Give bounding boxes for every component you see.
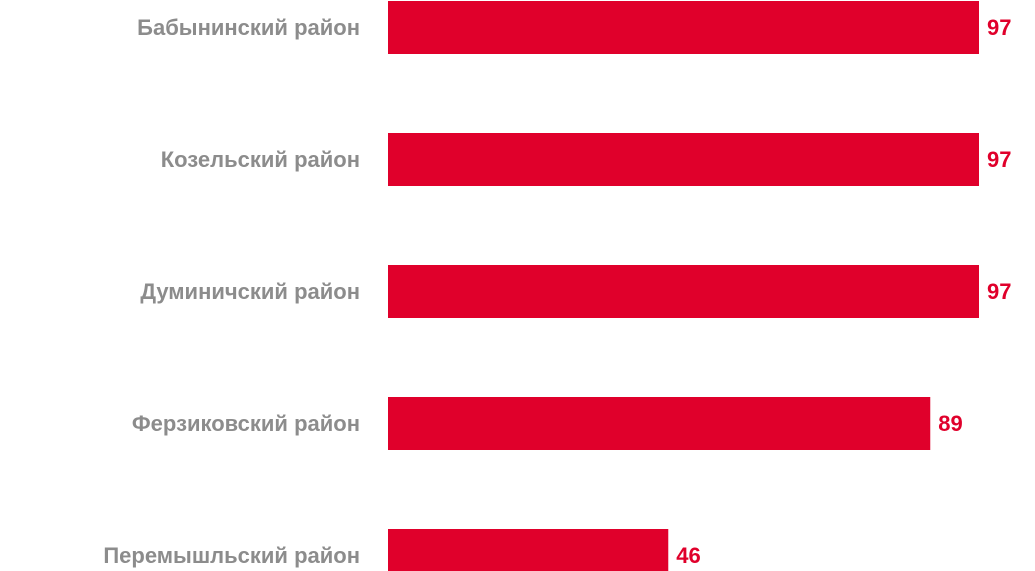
bar-2: [388, 133, 979, 186]
bar-4: [388, 397, 931, 450]
category-label-4: Ферзиковский район: [132, 411, 360, 436]
bar-3: [388, 265, 979, 318]
category-label-2: Козельский район: [161, 147, 360, 172]
value-label-4: 89: [938, 411, 962, 436]
category-label-1: Бабынинский район: [137, 15, 360, 40]
bar-1: [388, 1, 979, 54]
value-label-5: 46: [676, 543, 700, 568]
bar-5: [388, 529, 669, 571]
value-label-1: 97: [987, 15, 1011, 40]
category-label-3: Думиничский район: [140, 279, 360, 304]
value-label-3: 97: [987, 279, 1011, 304]
value-label-2: 97: [987, 147, 1011, 172]
category-label-5: Перемышльский район: [103, 543, 360, 568]
